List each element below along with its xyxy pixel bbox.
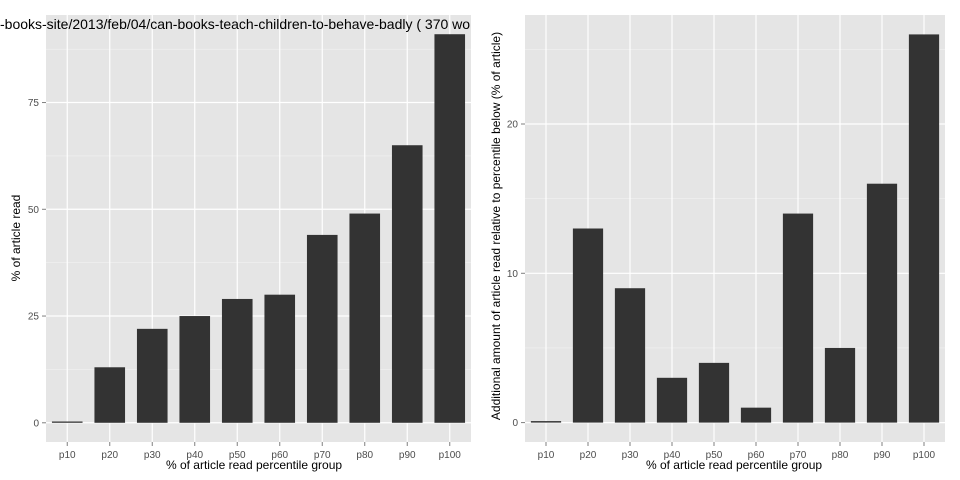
x-axis-ticks: p10 p20 p30 p40 p50 p60 p70 p80 p90 p100 — [59, 442, 461, 461]
x-tick-label: p10 — [538, 450, 555, 461]
y-tick-label: 50 — [28, 205, 40, 216]
bar-p40 — [179, 316, 211, 423]
x-tick-label: p10 — [59, 450, 76, 461]
x-tick-label: p70 — [790, 450, 807, 461]
x-tick-label: p20 — [101, 450, 118, 461]
bar-p100 — [434, 34, 466, 423]
x-tick-label: p100 — [913, 450, 936, 461]
x-tick-label: p70 — [314, 450, 331, 461]
bar-p50 — [221, 298, 253, 423]
x-tick-label: p40 — [664, 450, 681, 461]
y-tick-label: 0 — [512, 418, 518, 429]
x-axis-ticks: p10 p20 p30 p40 p50 p60 p70 p80 p90 p100 — [538, 442, 936, 461]
bar-p70 — [782, 213, 814, 423]
bar-p60 — [264, 294, 296, 423]
bar-p40 — [656, 377, 688, 423]
chart-title: -books-site/2013/feb/04/can-books-teach-… — [0, 16, 470, 32]
bar-p100 — [908, 34, 940, 423]
x-tick-label: p40 — [186, 450, 203, 461]
y-axis-ticks: 0 25 50 75 — [28, 98, 46, 429]
x-tick-label: p50 — [706, 450, 723, 461]
y-tick-label: 0 — [33, 418, 39, 429]
chart-right: 0 10 20 p10 p20 p30 p40 p50 p60 p70 p80 p90 p100 % … — [489, 15, 945, 472]
y-tick-label: 75 — [28, 98, 40, 109]
x-tick-label: p60 — [271, 450, 288, 461]
bar-p10 — [530, 421, 562, 423]
bar-p10 — [51, 421, 83, 423]
x-tick-label: p90 — [874, 450, 891, 461]
bar-p60 — [740, 407, 772, 423]
y-axis-ticks: 0 10 20 — [507, 119, 525, 429]
x-tick-label: p30 — [144, 450, 161, 461]
x-tick-label: p80 — [832, 450, 849, 461]
bar-p90 — [391, 145, 423, 423]
bar-p80 — [349, 213, 381, 423]
x-axis-label: % of article read percentile group — [646, 458, 822, 472]
bar-p90 — [866, 183, 898, 423]
x-tick-label: p60 — [748, 450, 765, 461]
x-tick-label: p30 — [622, 450, 639, 461]
bar-p30 — [136, 328, 168, 423]
x-tick-label: p20 — [580, 450, 597, 461]
x-axis-label: % of article read percentile group — [166, 458, 342, 472]
bar-p70 — [306, 234, 338, 423]
x-tick-label: p90 — [399, 450, 416, 461]
bar-p50 — [698, 362, 730, 423]
y-tick-label: 25 — [28, 312, 40, 323]
bar-p20 — [94, 367, 126, 423]
bars — [530, 34, 940, 423]
y-tick-label: 20 — [507, 119, 519, 130]
bars — [51, 34, 466, 423]
x-tick-label: p100 — [439, 450, 462, 461]
bar-p80 — [824, 347, 856, 423]
bar-p30 — [614, 288, 646, 423]
y-axis-label: % of article read — [9, 195, 23, 282]
y-tick-label: 10 — [507, 269, 519, 280]
y-axis-label: Additional amount of article read relati… — [489, 32, 503, 420]
bar-p20 — [572, 228, 604, 423]
x-tick-label: p80 — [356, 450, 373, 461]
x-tick-label: p50 — [229, 450, 246, 461]
